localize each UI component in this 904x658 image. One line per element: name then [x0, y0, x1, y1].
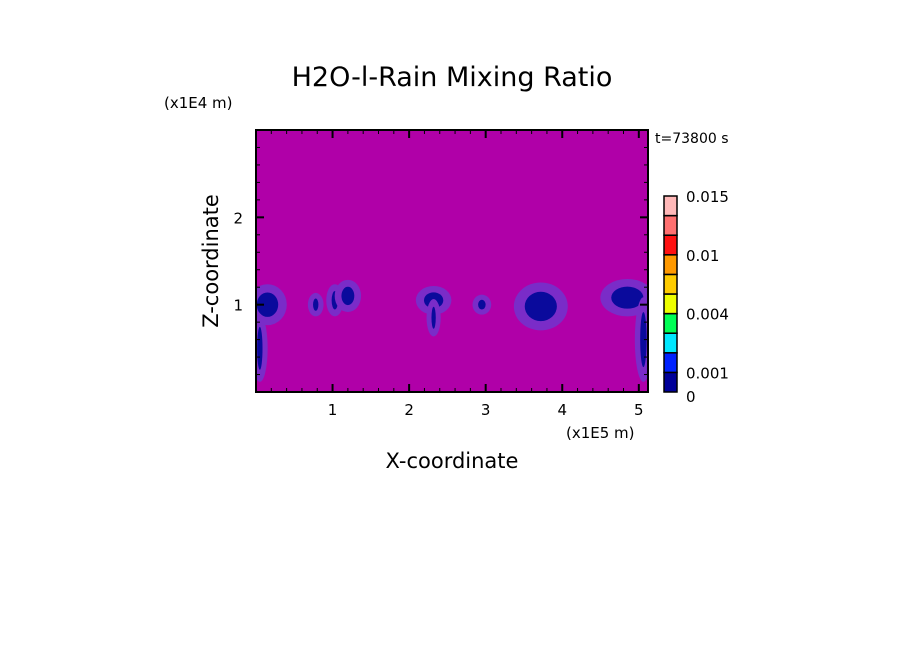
plot-frame: [255, 129, 649, 393]
rain-region-core: [431, 306, 436, 329]
colorbar-label: 0.01: [686, 247, 719, 265]
colorbar-swatch: [663, 214, 678, 236]
x-tick-label: 3: [481, 401, 491, 419]
y-tick-label: 2: [233, 209, 243, 227]
colorbar-swatch: [663, 273, 678, 295]
rain-region-core: [611, 286, 644, 309]
y-tick-label: 1: [233, 297, 243, 315]
y-axis-label: Z-coordinate: [199, 194, 223, 328]
time-label: t=73800 s: [655, 131, 729, 147]
x-tick-label: 2: [404, 401, 414, 419]
colorbar-swatch: [663, 332, 678, 354]
axis-ticks: 1 2 3 4 5 1 2: [233, 130, 648, 419]
colorbar-swatch: [663, 371, 678, 393]
rain-regions: [256, 278, 648, 382]
colorbar-label: 0.015: [686, 188, 729, 206]
colorbar-label: 0.004: [686, 306, 729, 324]
rain-region-core: [341, 286, 355, 306]
x-tick-label: 5: [634, 401, 644, 419]
rain-region-core: [313, 298, 319, 311]
rain-region-core: [256, 292, 279, 317]
chart-title: H2O-l-Rain Mixing Ratio: [292, 62, 613, 93]
colorbar-label: 0.001: [686, 364, 729, 382]
rain-region-core: [524, 291, 557, 322]
x-tick-label: 4: [557, 401, 567, 419]
x-unit-label: (x1E5 m): [566, 424, 635, 442]
colorbar-swatch: [663, 293, 678, 315]
x-tick-label: 1: [328, 401, 338, 419]
colorbar: 0.015 0.01 0.004 0.001 0: [663, 188, 729, 406]
rain-region-core: [478, 299, 486, 310]
colorbar-label: 0: [686, 388, 696, 406]
y-unit-label: (x1E4 m): [164, 94, 233, 112]
colorbar-swatch: [663, 312, 678, 334]
rain-region-core: [257, 326, 263, 370]
colorbar-swatch: [663, 195, 678, 217]
field-background: [256, 130, 648, 392]
x-axis-label: X-coordinate: [386, 449, 519, 473]
colorbar-swatch: [663, 234, 678, 256]
plot-area: [255, 129, 649, 393]
rain-region-core: [640, 312, 647, 368]
colorbar-swatch: [663, 254, 678, 276]
colorbar-swatch: [663, 352, 678, 374]
